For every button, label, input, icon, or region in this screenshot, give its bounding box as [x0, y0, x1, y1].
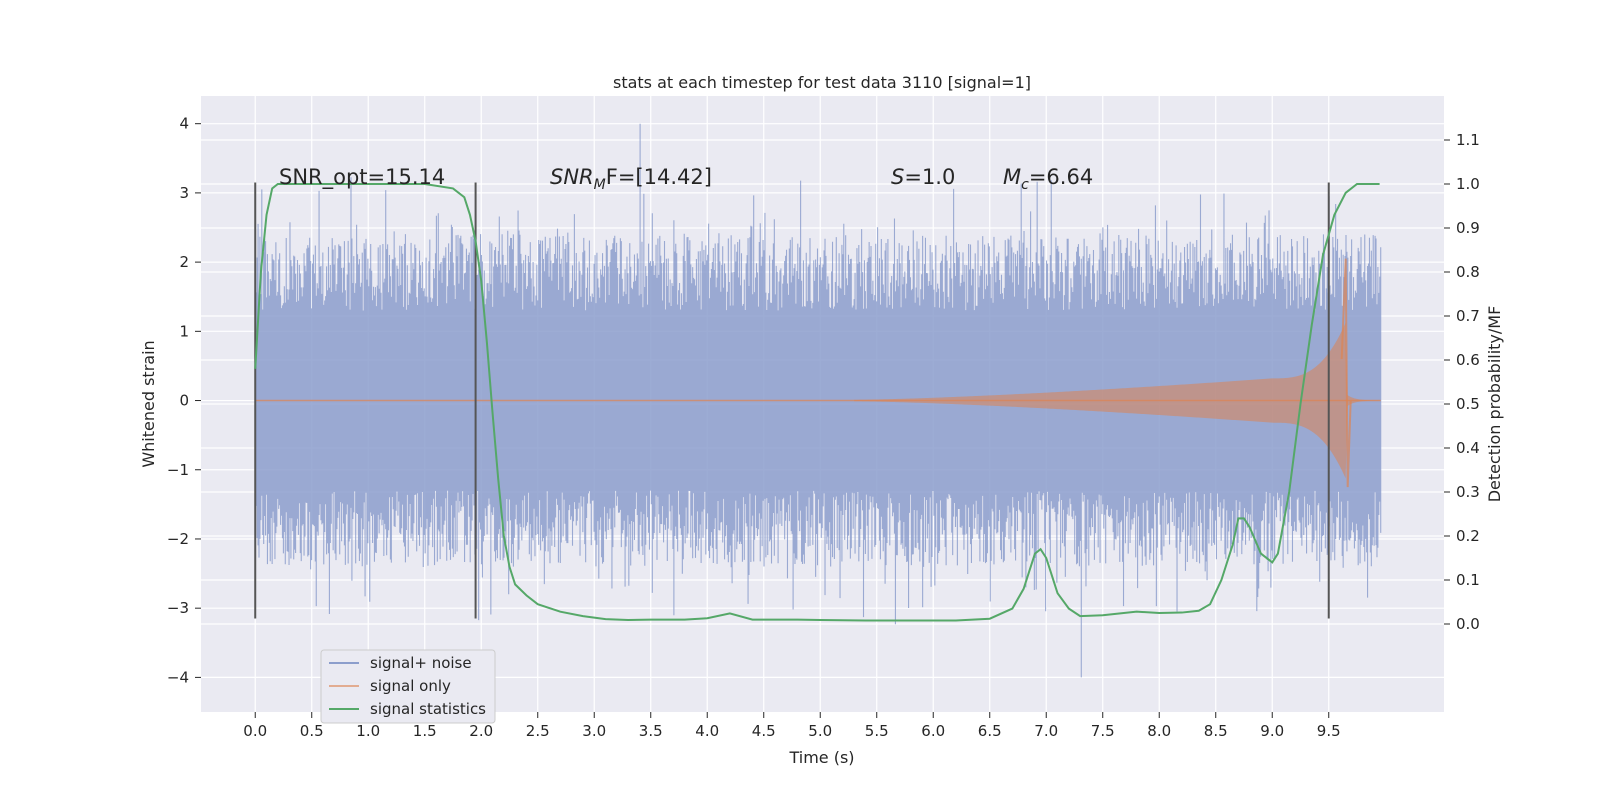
legend-label-signal-noise: signal+ noise: [370, 654, 472, 672]
x-tick-label: 7.0: [1034, 722, 1058, 740]
y2-tick-label: 1.0: [1456, 175, 1480, 193]
x-tick-label: 6.0: [921, 722, 945, 740]
annotation-mc-symbol: M: [1003, 165, 1021, 189]
annotation-s: S=1.0: [891, 165, 955, 189]
y-tick-label: 3: [179, 184, 189, 202]
legend: signal+ noise signal only signal statist…: [320, 649, 496, 724]
x-tick-label: 5.5: [865, 722, 889, 740]
signal-statistics-line: [254, 183, 1380, 622]
annotation-snr-opt: SNR_opt=15.14: [279, 165, 445, 190]
annotation-snr-mf-subscript: M: [594, 177, 606, 193]
annotation-mc-subscript: c: [1021, 177, 1029, 193]
x-tick-label: 4.0: [695, 722, 719, 740]
y-axis-label: Whitened strain: [139, 340, 158, 467]
annotation-mc: Mc=6.64: [1003, 165, 1093, 193]
signal-only-series: [255, 258, 1381, 488]
x-tick-label: 2.5: [526, 722, 550, 740]
x-tick-label: 9.5: [1317, 722, 1341, 740]
y-tick-label: 4: [179, 115, 189, 133]
legend-label-signal-only: signal only: [370, 677, 451, 695]
annotation-mc-value: =6.64: [1029, 165, 1093, 189]
y2-tick-label: 0.4: [1456, 439, 1480, 457]
y-tick-label: 2: [179, 253, 189, 271]
x-tick-label: 8.0: [1147, 722, 1171, 740]
y2-tick-label: 1.1: [1456, 131, 1480, 149]
annotation-snr-mf: SNRMF=[14.42]: [550, 165, 712, 193]
y2-tick-label: 0.6: [1456, 351, 1480, 369]
y-tick-label: −2: [167, 530, 189, 548]
legend-box: [320, 649, 496, 724]
y-axis-ticks: 4 3 2 1 0 −1 −2 −3 −4: [167, 115, 201, 686]
y2-tick-label: 0.5: [1456, 395, 1480, 413]
annotation-s-symbol: S: [891, 165, 904, 189]
y2-tick-label: 0.9: [1456, 219, 1480, 237]
x-tick-label: 7.5: [1091, 722, 1115, 740]
annotation-snr-mf-symbol: SNR: [550, 165, 594, 189]
y-tick-label: 1: [179, 322, 189, 340]
x-tick-label: 9.0: [1260, 722, 1284, 740]
x-tick-label: 8.5: [1204, 722, 1228, 740]
signal-only-envelope: [854, 322, 1381, 479]
signal-only-merger-spike: [1340, 258, 1352, 488]
y2-axis-ticks: 0.0 0.1 0.2 0.3 0.4 0.5 0.6 0.7 0.8 0.9 1.0 1.1: [1444, 131, 1480, 633]
y2-tick-label: 0.1: [1456, 571, 1480, 589]
y-tick-label: −1: [167, 461, 189, 479]
x-tick-label: 1.0: [356, 722, 380, 740]
x-tick-label: 2.0: [469, 722, 493, 740]
y2-tick-label: 0.3: [1456, 483, 1480, 501]
y-tick-label: 0: [179, 392, 189, 410]
y2-axis-label: Detection probability/MF: [1485, 306, 1504, 503]
x-tick-label: 1.5: [413, 722, 437, 740]
y2-tick-label: 0.0: [1456, 615, 1480, 633]
x-tick-label: 0.0: [243, 722, 267, 740]
x-tick-label: 6.5: [978, 722, 1002, 740]
x-axis-ticks: 0.0 0.5 1.0 1.5 2.0 2.5 3.0 3.5 4.0 4.5 5.0 5.5 6.0 6…: [243, 712, 1341, 740]
y-tick-label: −3: [167, 599, 189, 617]
annotation-snr-mf-value: F=[14.42]: [606, 165, 712, 189]
legend-label-signal-statistics: signal statistics: [370, 700, 486, 718]
window-markers: [254, 182, 1330, 619]
y2-tick-label: 0.8: [1456, 263, 1480, 281]
x-tick-label: 3.5: [639, 722, 663, 740]
x-tick-label: 4.5: [752, 722, 776, 740]
y2-tick-label: 0.2: [1456, 527, 1480, 545]
chart-title: stats at each timestep for test data 311…: [613, 73, 1031, 92]
annotation-s-value: =1.0: [904, 165, 955, 189]
y2-tick-label: 0.7: [1456, 307, 1480, 325]
x-tick-label: 3.0: [582, 722, 606, 740]
x-axis-label: Time (s): [788, 748, 854, 767]
x-tick-label: 5.0: [808, 722, 832, 740]
y-tick-label: −4: [167, 668, 189, 686]
signal-statistics-series: [254, 183, 1380, 622]
x-tick-label: 0.5: [300, 722, 324, 740]
